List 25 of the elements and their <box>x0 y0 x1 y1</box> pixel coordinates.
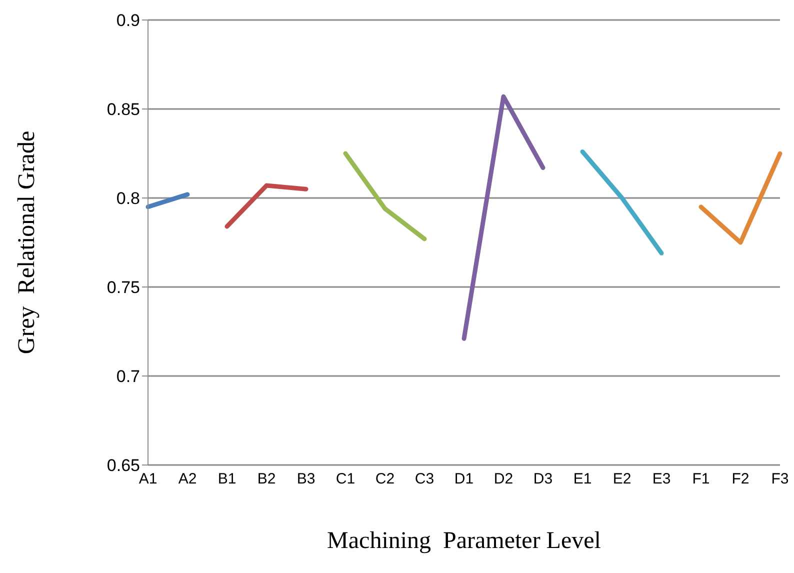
x-tick-label: F3 <box>771 470 789 488</box>
x-tick-label: F1 <box>692 470 710 488</box>
x-axis-title: Machining Parameter Level <box>326 528 602 555</box>
x-tick-label: A2 <box>178 470 197 488</box>
x-tick-label: B2 <box>257 470 276 488</box>
x-tick-label: B1 <box>218 470 236 488</box>
x-tick-label: D3 <box>533 470 553 488</box>
x-tick-label: A1 <box>138 470 158 488</box>
y-tick-label: 0.75 <box>106 278 140 298</box>
x-tick-label: E1 <box>573 470 592 488</box>
y-tick-label: 0.7 <box>116 367 140 386</box>
y-tick-label: 0.8 <box>116 189 140 208</box>
y-tick-label: 0.65 <box>106 456 140 476</box>
x-tick-label: D1 <box>454 470 474 488</box>
y-tick-label: 0.9 <box>116 11 140 30</box>
x-tick-label: E3 <box>652 470 671 488</box>
x-tick-label: C2 <box>375 470 395 488</box>
x-tick-label: B3 <box>296 470 316 488</box>
x-tick-label: C1 <box>336 470 356 488</box>
x-tick-label: D2 <box>494 470 514 488</box>
y-axis-title: Grey Relational Grade <box>14 130 42 354</box>
x-tick-label: E2 <box>612 470 632 488</box>
y-tick-label: 0.85 <box>106 100 140 120</box>
x-tick-label: C3 <box>414 470 434 488</box>
x-tick-label: F2 <box>732 470 750 488</box>
